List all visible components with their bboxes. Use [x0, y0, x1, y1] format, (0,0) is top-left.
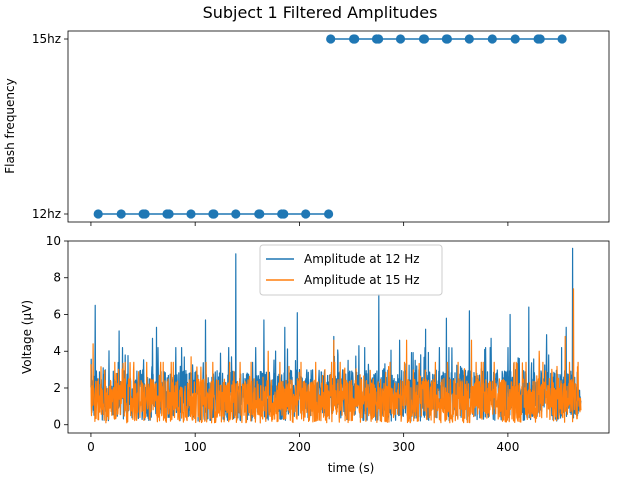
data-point — [324, 209, 334, 219]
y-tick-label: 10 — [46, 234, 61, 248]
x-tick-label: 300 — [392, 440, 415, 454]
data-point — [255, 209, 265, 219]
y-tick-label: 12hz — [32, 207, 61, 221]
data-point — [116, 209, 126, 219]
legend-label-12hz: Amplitude at 12 Hz — [304, 252, 420, 266]
bottom-x-axis-label: time (s) — [328, 461, 375, 475]
bottom-y-axis-label: Voltage (µV) — [20, 300, 34, 374]
data-point — [535, 34, 545, 44]
x-tick-label: 0 — [87, 440, 95, 454]
y-tick-label: 15hz — [32, 32, 61, 46]
bottom-series — [90, 247, 582, 424]
data-point — [395, 34, 406, 44]
x-tick-label: 100 — [184, 440, 207, 454]
top-plot: 12hz 15hz Flash frequency — [3, 30, 610, 226]
bottom-plot-frame — [67, 240, 610, 434]
data-point — [209, 209, 219, 219]
top-series — [93, 34, 567, 219]
x-tick-label: 200 — [288, 440, 311, 454]
top-plot-frame — [67, 30, 610, 223]
data-point — [279, 209, 289, 219]
data-point — [374, 34, 384, 44]
top-y-axis-label: Flash frequency — [3, 78, 17, 173]
data-point — [231, 209, 241, 219]
data-point — [301, 209, 311, 219]
data-point — [164, 209, 174, 219]
legend-box — [259, 244, 443, 296]
y-tick-label: 2 — [53, 381, 61, 395]
y-tick-label: 0 — [53, 418, 61, 432]
data-point — [350, 34, 360, 44]
x-tick-label: 400 — [496, 440, 519, 454]
top-axis-ticks: 12hz 15hz — [32, 32, 509, 226]
data-point — [487, 34, 497, 44]
series-line-15hz — [90, 288, 582, 424]
data-point — [557, 34, 567, 44]
data-point — [140, 209, 150, 219]
data-point — [510, 34, 520, 44]
data-point — [93, 209, 103, 219]
legend-label-15hz: Amplitude at 15 Hz — [304, 273, 420, 287]
chart-title: Subject 1 Filtered Amplitudes — [203, 3, 438, 22]
y-tick-label: 8 — [53, 271, 61, 285]
data-point — [326, 34, 336, 44]
legend: Amplitude at 12 Hz Amplitude at 15 Hz — [259, 244, 443, 296]
data-point — [442, 34, 452, 44]
y-tick-label: 6 — [53, 307, 61, 321]
data-point — [186, 209, 196, 219]
data-point — [419, 34, 430, 44]
y-tick-label: 4 — [53, 344, 61, 358]
data-point — [464, 34, 474, 44]
